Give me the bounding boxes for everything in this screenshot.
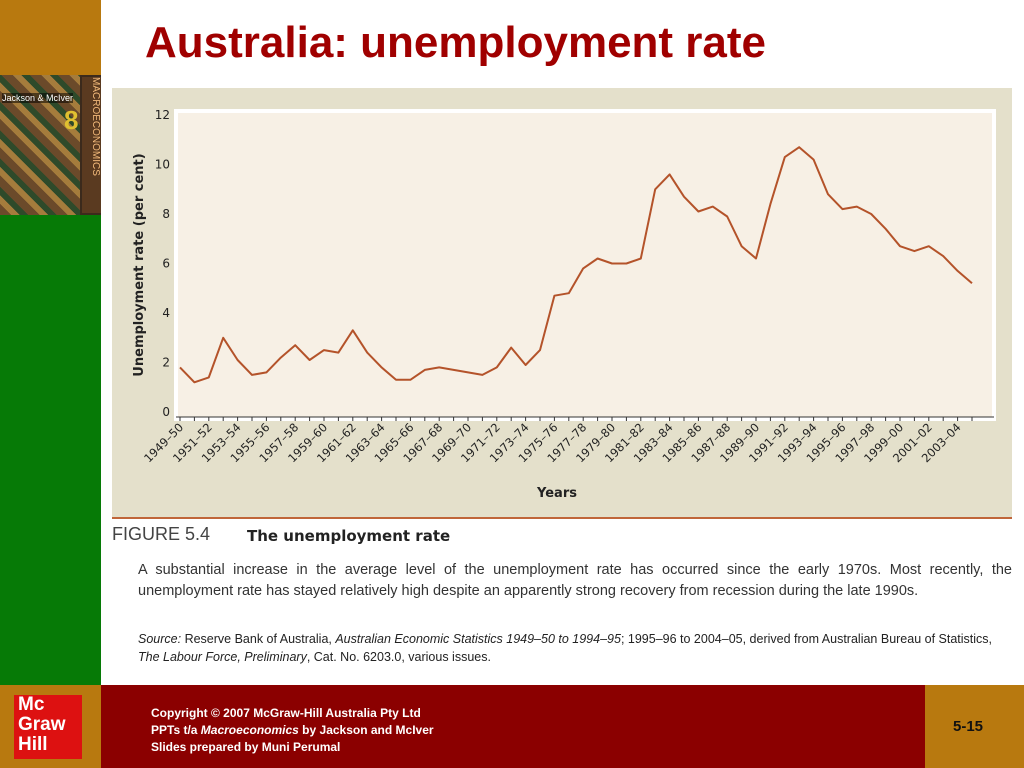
x-axis-label: Years [536, 486, 577, 501]
source-text: ; 1995–96 to 2004–05, derived from Austr… [620, 632, 993, 646]
logo-text: Graw [18, 714, 66, 735]
book-edition: 8 [64, 105, 79, 135]
footer-line: Copyright © 2007 McGraw-Hill Australia P… [151, 706, 421, 720]
footer-line: PPTs t/a Macroeconomics by Jackson and M… [151, 722, 434, 739]
logo: Mc Graw Hill [14, 695, 82, 759]
sidebar-green [0, 215, 101, 685]
footer-text: by Jackson and McIver [298, 723, 434, 737]
y-tick-label: 2 [162, 356, 170, 370]
slide-title: Australia: unemployment rate [145, 18, 767, 67]
footer-bar: Copyright © 2007 McGraw-Hill Australia P… [101, 685, 925, 768]
y-axis-label: Unemployment rate (per cent) [132, 153, 147, 376]
y-tick-label: 4 [162, 306, 170, 320]
footer-text: PPTs t/a [151, 723, 201, 737]
footer-text: Macroeconomics [200, 723, 299, 737]
footer-text: Copyright © 2007 McGraw-Hill Australia P… [151, 705, 434, 756]
source-text: Source: [138, 632, 182, 646]
logo-text: Mc [18, 694, 45, 715]
source-text: Reserve Bank of Australia, [181, 632, 336, 646]
chart: Unemployment rate (per cent) Years 0 2 4 6 8… [112, 108, 1012, 519]
book-authors: Jackson & McIver [2, 93, 74, 103]
plot-area [174, 109, 996, 421]
figure-caption: A substantial increase in the average le… [138, 562, 1012, 599]
y-tick-label: 6 [162, 257, 170, 271]
page-number-box: 5-15 [925, 685, 1024, 768]
y-tick-label: 8 [162, 207, 170, 221]
y-tick-label: 10 [155, 158, 170, 172]
y-tick-label: 12 [155, 108, 170, 122]
data-line [179, 146, 973, 384]
logo-text: Hill [18, 734, 48, 755]
y-tick-label: 0 [162, 405, 170, 419]
book-name: MACROECONOMICS [82, 77, 101, 213]
source-text: , Cat. No. 6203.0, various issues. [306, 650, 491, 664]
figure-label: FIGURE 5.4 [112, 524, 211, 544]
source-text: Australian Economic Statistics 1949–50 t… [335, 632, 621, 646]
sidebar-top [0, 0, 101, 75]
footer-line: Slides prepared by Muni Perumal [151, 740, 341, 754]
book-cover: Jackson & McIver 8 MACROECONOMICS [0, 75, 101, 215]
figure-source: Source: Reserve Bank of Australia, Austr… [138, 630, 1012, 666]
logo-area: Mc Graw Hill [0, 685, 101, 768]
source-text: The Labour Force, Preliminary [138, 650, 307, 664]
page-number: 5-15 [953, 718, 984, 735]
figure-title: The unemployment rate [247, 527, 451, 545]
